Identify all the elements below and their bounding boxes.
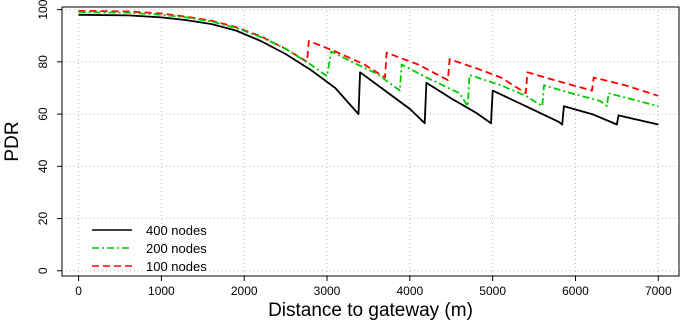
x-tick-label: 5000 bbox=[479, 284, 506, 298]
y-tick-label: 80 bbox=[36, 55, 50, 69]
series-line-100-nodes bbox=[78, 10, 659, 97]
x-tick-label: 7000 bbox=[645, 284, 672, 298]
legend-label-200-nodes: 200 nodes bbox=[146, 241, 207, 256]
y-axis-label: PDR bbox=[2, 121, 23, 161]
legend-label-100-nodes: 100 nodes bbox=[146, 259, 207, 274]
x-tick-label: 6000 bbox=[562, 284, 589, 298]
y-tick-label: 40 bbox=[36, 159, 50, 173]
plot-frame bbox=[61, 6, 680, 277]
x-axis-label: Distance to gateway (m) bbox=[268, 300, 473, 320]
grid-layer bbox=[62, 7, 679, 276]
series-line-400-nodes bbox=[78, 13, 659, 126]
series-line-200-nodes bbox=[78, 11, 659, 108]
x-tick-label: 3000 bbox=[314, 284, 341, 298]
x-tick-label: 2000 bbox=[231, 284, 258, 298]
x-tick-label: 4000 bbox=[396, 284, 423, 298]
x-tick-label: 1000 bbox=[148, 284, 175, 298]
y-tick-label: 20 bbox=[36, 212, 50, 226]
series-layer bbox=[78, 10, 659, 126]
x-tick-label: 0 bbox=[75, 284, 82, 298]
legend-label-400-nodes: 400 nodes bbox=[146, 223, 207, 238]
legend: 400 nodes 200 nodes 100 nodes bbox=[92, 223, 207, 274]
y-tick-label: 0 bbox=[36, 267, 50, 274]
ticks-layer: 0 1000 2000 3000 4000 5000 6000 7000 0 20 40 60 80 10… bbox=[36, 0, 672, 298]
y-tick-label: 100 bbox=[36, 0, 50, 20]
y-tick-label: 60 bbox=[36, 107, 50, 121]
